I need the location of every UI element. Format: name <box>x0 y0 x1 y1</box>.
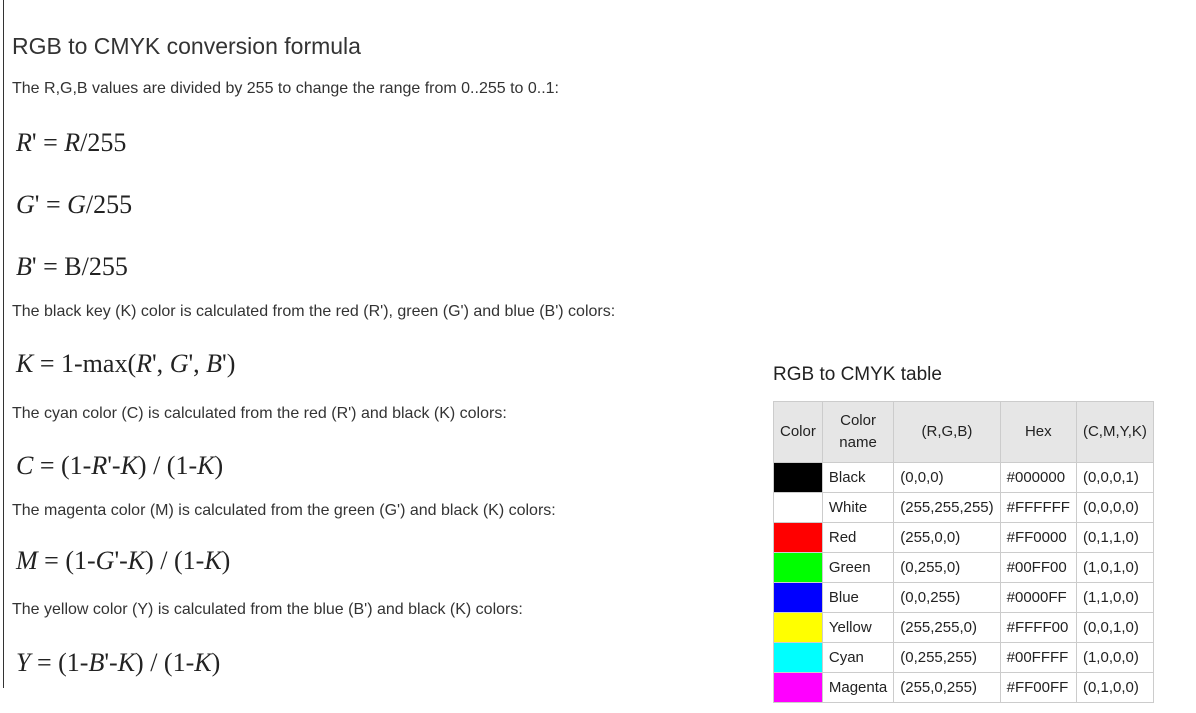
color-name-cell: Yellow <box>821 612 895 643</box>
rgb-cmyk-table: Color Color name (R,G,B) Hex (C,M,Y,K) B… <box>773 401 1154 703</box>
paragraph-cyan: The cyan color (C) is calculated from th… <box>12 405 507 422</box>
cmyk-cell: (0,0,0,0) <box>1075 492 1154 523</box>
color-name-cell: White <box>821 492 895 523</box>
hex-cell: #FFFFFF <box>999 492 1077 523</box>
table-row: White (255,255,255) #FFFFFF (0,0,0,0) <box>773 492 1154 523</box>
page-title: RGB to CMYK conversion formula <box>12 33 361 59</box>
color-swatch <box>773 582 823 613</box>
rgb-cell: (255,0,0) <box>893 522 1001 553</box>
table-row: Blue (0,0,255) #0000FF (1,1,0,0) <box>773 582 1154 613</box>
color-swatch <box>773 522 823 553</box>
color-name-cell: Magenta <box>821 672 895 703</box>
formula-c: C = (1-R'-K) / (1-K) <box>16 451 224 480</box>
color-swatch <box>773 462 823 493</box>
rgb-cell: (255,255,255) <box>893 492 1001 523</box>
color-swatch <box>773 612 823 643</box>
rgb-cell: (255,255,0) <box>893 612 1001 643</box>
cmyk-cell: (1,1,0,0) <box>1075 582 1154 613</box>
formula-y: Y = (1-B'-K) / (1-K) <box>16 648 221 677</box>
paragraph-range: The R,G,B values are divided by 255 to c… <box>12 80 559 97</box>
color-swatch <box>773 492 823 523</box>
formula-r-prime: R' = R/255 <box>16 128 127 157</box>
cmyk-cell: (0,1,1,0) <box>1075 522 1154 553</box>
color-name-cell: Cyan <box>821 642 895 673</box>
cmyk-cell: (0,0,1,0) <box>1075 612 1154 643</box>
rgb-cell: (0,0,0) <box>893 462 1001 493</box>
formula-b-prime: B' = B/255 <box>16 252 128 281</box>
paragraph-yellow: The yellow color (Y) is calculated from … <box>12 601 523 618</box>
rgb-cell: (255,0,255) <box>893 672 1001 703</box>
hex-cell: #00FF00 <box>999 552 1077 583</box>
header-rgb: (R,G,B) <box>893 401 1001 463</box>
formula-m: M = (1-G'-K) / (1-K) <box>16 546 231 575</box>
table-row: Black (0,0,0) #000000 (0,0,0,1) <box>773 462 1154 493</box>
rgb-cell: (0,0,255) <box>893 582 1001 613</box>
color-name-cell: Black <box>821 462 895 493</box>
table-title: RGB to CMYK table <box>773 364 942 385</box>
color-name-cell: Green <box>821 552 895 583</box>
cmyk-cell: (0,1,0,0) <box>1075 672 1154 703</box>
table-row: Green (0,255,0) #00FF00 (1,0,1,0) <box>773 552 1154 583</box>
color-name-cell: Red <box>821 522 895 553</box>
color-swatch <box>773 672 823 703</box>
formula-g-prime: G' = G/255 <box>16 190 133 219</box>
hex-cell: #FFFF00 <box>999 612 1077 643</box>
cmyk-cell: (0,0,0,1) <box>1075 462 1154 493</box>
paragraph-magenta: The magenta color (M) is calculated from… <box>12 502 556 519</box>
formula-k: K = 1-max(R', G', B') <box>16 349 236 378</box>
hex-cell: #0000FF <box>999 582 1077 613</box>
table-row: Red (255,0,0) #FF0000 (0,1,1,0) <box>773 522 1154 553</box>
table-row: Yellow (255,255,0) #FFFF00 (0,0,1,0) <box>773 612 1154 643</box>
rgb-cell: (0,255,0) <box>893 552 1001 583</box>
table-row: Cyan (0,255,255) #00FFFF (1,0,0,0) <box>773 642 1154 673</box>
cmyk-cell: (1,0,1,0) <box>1075 552 1154 583</box>
header-hex: Hex <box>999 401 1077 463</box>
color-name-cell: Blue <box>821 582 895 613</box>
table-header-row: Color Color name (R,G,B) Hex (C,M,Y,K) <box>773 401 1154 463</box>
header-cmyk: (C,M,Y,K) <box>1075 401 1154 463</box>
color-swatch <box>773 642 823 673</box>
hex-cell: #FF0000 <box>999 522 1077 553</box>
rgb-cell: (0,255,255) <box>893 642 1001 673</box>
header-color-name: Color name <box>821 401 895 463</box>
left-border-line <box>3 0 4 688</box>
hex-cell: #FF00FF <box>999 672 1077 703</box>
hex-cell: #00FFFF <box>999 642 1077 673</box>
cmyk-cell: (1,0,0,0) <box>1075 642 1154 673</box>
paragraph-black-key: The black key (K) color is calculated fr… <box>12 303 616 320</box>
table-row: Magenta (255,0,255) #FF00FF (0,1,0,0) <box>773 672 1154 703</box>
hex-cell: #000000 <box>999 462 1077 493</box>
color-swatch <box>773 552 823 583</box>
header-color: Color <box>773 401 823 463</box>
